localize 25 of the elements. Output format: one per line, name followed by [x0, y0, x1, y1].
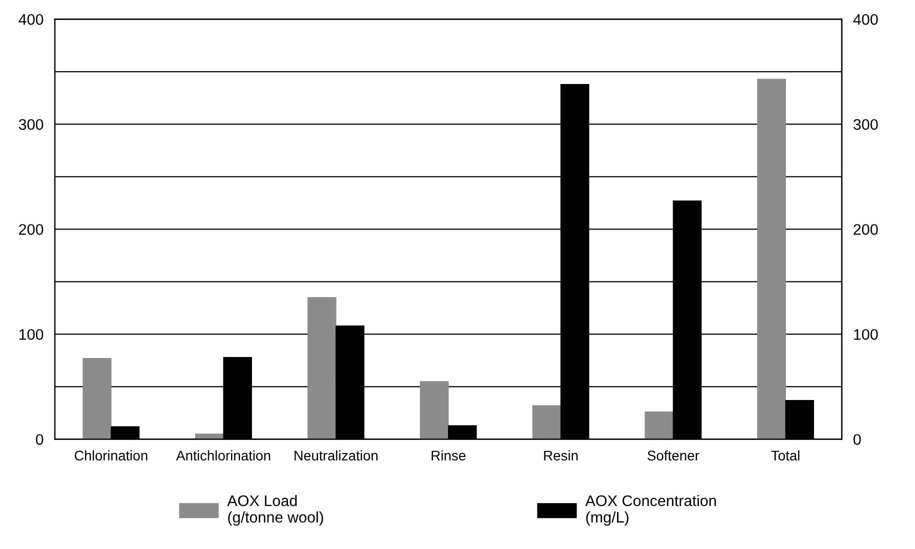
- bar: [82, 358, 112, 440]
- y2-tick-label: 100: [854, 329, 878, 340]
- y-tick-label: 400: [18, 14, 44, 25]
- y2-tick-label: 0: [854, 434, 861, 445]
- y-tick-label: 300: [18, 119, 44, 130]
- x-tick-label: Rinse: [432, 450, 466, 461]
- x-tick-label: Chlorination: [74, 450, 148, 461]
- x-tick-label: Total: [771, 450, 800, 461]
- bar: [420, 381, 449, 440]
- y-tick-label: 100: [19, 329, 44, 340]
- y2-tick-label: 400: [853, 14, 878, 25]
- x-tick-label: Resin: [544, 450, 578, 461]
- bar: [644, 412, 674, 440]
- y2-tick-label: 300: [853, 119, 878, 130]
- x-tick-label: Antichlorination: [176, 450, 270, 461]
- y-tick-label: 0: [36, 434, 44, 445]
- bar: [307, 297, 336, 440]
- bar: [532, 405, 562, 440]
- legend-label: AOX Concentration (mg/L): [585, 494, 716, 526]
- y-tick-label: 200: [19, 224, 44, 235]
- legend-label: AOX Load (g/tonne wool): [227, 494, 324, 526]
- x-tick-label: Softener: [648, 450, 700, 461]
- x-tick-label: Neutralization: [294, 450, 378, 461]
- bar: [757, 78, 786, 440]
- y2-tick-label: 200: [854, 224, 878, 235]
